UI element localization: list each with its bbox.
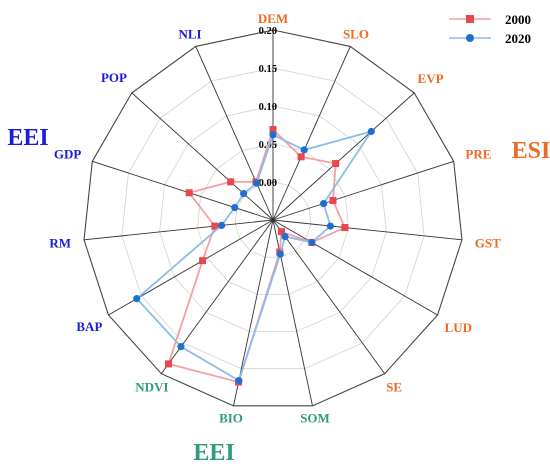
- tick-label: 0.15: [259, 64, 277, 75]
- axis-label-gst: GST: [475, 236, 501, 251]
- legend-marker-2000: [466, 15, 474, 23]
- point-2000-PRE: [329, 197, 337, 205]
- point-2020-NLI: [253, 179, 261, 187]
- axis-label-nli: NLI: [178, 27, 201, 42]
- point-2000-NDVI: [164, 360, 172, 368]
- axis-label-pre: PRE: [465, 146, 491, 161]
- point-2000-SLO: [297, 153, 305, 161]
- axis-spoke: [83, 219, 274, 241]
- legend-item-2020: 2020: [449, 31, 531, 46]
- group-label-eei-eco: EEI: [193, 440, 234, 466]
- axis-label-gdp: GDP: [54, 146, 82, 161]
- axis-label-se: SE: [386, 380, 402, 395]
- point-2020-BAP: [133, 295, 141, 303]
- point-2000-SE: [277, 228, 285, 236]
- axis-label-pop: POP: [101, 70, 127, 85]
- grid-ring: [121, 67, 425, 370]
- axis-spoke: [195, 46, 274, 221]
- grid-ring: [234, 181, 312, 258]
- axis-spoke: [272, 92, 415, 221]
- legend: 2000 2020: [449, 12, 531, 46]
- point-2000-RM: [211, 222, 219, 230]
- axis-label-slo: SLO: [343, 27, 369, 42]
- axis-labels: DEM SLO EVP PRE GST LUD SE SOM BIO NDVI BAP RM GDP PO…: [49, 11, 501, 426]
- point-2020-SOM: [276, 250, 284, 258]
- legend-label-2000: 2000: [505, 12, 531, 27]
- axis-label-dem: DEM: [258, 11, 288, 26]
- legend-label-2020: 2020: [505, 31, 531, 46]
- axis-label-ndvi: NDVI: [135, 380, 168, 395]
- axis-spoke: [272, 46, 351, 221]
- axis-label-som: SOM: [300, 411, 330, 426]
- legend-marker-2020: [466, 34, 474, 42]
- point-2020-SLO: [300, 146, 308, 154]
- point-2020-POP: [240, 189, 248, 198]
- data-series: [133, 126, 375, 386]
- tick-label: 0.20: [259, 26, 277, 37]
- point-2000-BAP: [199, 257, 207, 265]
- grid-ring: [159, 105, 387, 332]
- point-2020-GDP: [231, 203, 239, 212]
- series-line-2000: [167, 127, 346, 384]
- point-2000-POP: [227, 178, 235, 186]
- axis-spoke: [272, 219, 463, 241]
- series-2020: [133, 127, 375, 385]
- point-2020-DEM: [269, 131, 277, 139]
- axis-label-bio: BIO: [219, 411, 243, 426]
- axis-spoke: [131, 92, 274, 221]
- point-2000-EVP: [332, 160, 340, 168]
- point-2020-SE: [281, 233, 289, 241]
- axis-spoke: [272, 219, 386, 374]
- axis-spoke: [92, 160, 274, 221]
- axis-label-bap: BAP: [76, 319, 102, 334]
- point-2000-DEM: [269, 126, 277, 134]
- point-2000-GST: [341, 224, 349, 232]
- series-line-2020: [135, 130, 374, 382]
- legend-item-2000: 2000: [449, 12, 531, 27]
- axis-label-lud: LUD: [445, 320, 472, 335]
- axis-spoke: [272, 160, 454, 221]
- point-2020-BIO: [235, 376, 243, 385]
- point-2000-GDP: [185, 189, 193, 197]
- point-2020-RM: [218, 221, 226, 229]
- axis-spoke: [272, 219, 438, 316]
- point-2020-EVP: [367, 127, 375, 136]
- point-2020-PRE: [320, 199, 328, 208]
- group-label-esi: ESI: [512, 138, 550, 164]
- group-label-eei-env: EEI: [7, 125, 48, 151]
- point-2020-GST: [326, 222, 335, 230]
- axis-label-rm: RM: [49, 235, 71, 250]
- point-2020-LUD: [308, 238, 316, 247]
- tick-label: 0.10: [259, 102, 277, 113]
- axis-label-evp: EVP: [418, 71, 444, 86]
- point-2020-NDVI: [177, 343, 185, 351]
- tick-label: 0.00: [259, 178, 277, 189]
- grid-ring: [83, 29, 463, 407]
